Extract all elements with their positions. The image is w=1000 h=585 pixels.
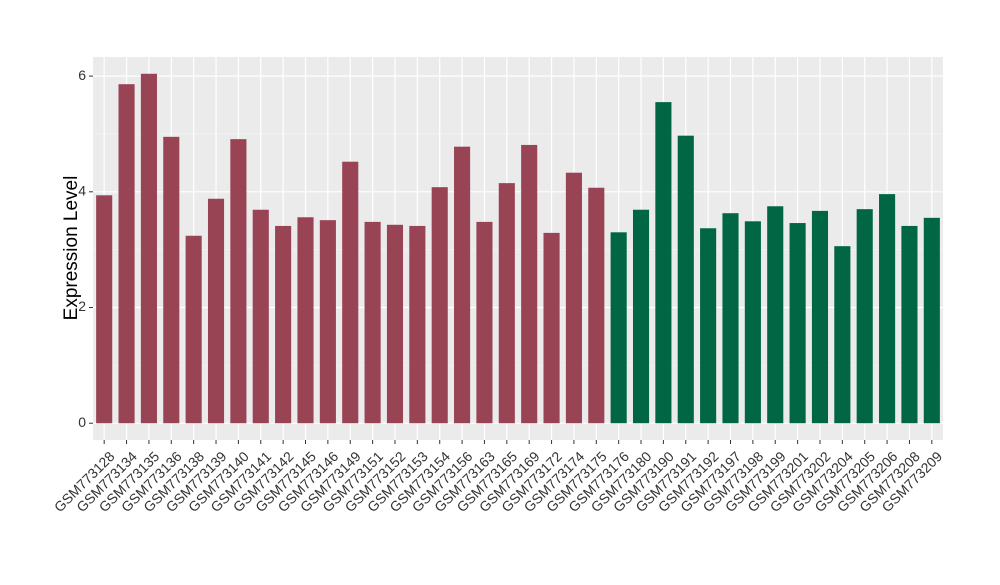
bar — [409, 225, 426, 424]
bar — [923, 217, 940, 424]
bar — [521, 144, 538, 424]
bar — [252, 209, 269, 424]
bar — [901, 225, 918, 424]
bar — [297, 217, 314, 424]
bar — [96, 195, 113, 424]
bar — [789, 223, 806, 424]
bar — [319, 220, 336, 424]
bar — [118, 84, 135, 424]
bar — [632, 209, 650, 424]
bar — [655, 102, 672, 424]
bar — [431, 187, 448, 424]
bar — [700, 228, 717, 424]
bar — [386, 224, 404, 424]
y-tick-label: 0 — [78, 414, 86, 430]
bar — [856, 209, 873, 424]
y-axis-label: Expression Level — [61, 176, 82, 321]
bar — [364, 221, 381, 424]
bar — [230, 139, 247, 424]
bar — [275, 225, 292, 424]
bar — [565, 172, 582, 424]
bar — [767, 206, 784, 424]
bar — [834, 246, 851, 424]
bar — [677, 135, 694, 424]
bar — [185, 235, 202, 424]
y-tick-label: 6 — [78, 67, 86, 83]
bar — [811, 210, 829, 424]
bar — [722, 213, 739, 424]
y-tick-label: 4 — [78, 183, 86, 199]
bar — [879, 194, 896, 424]
bar — [163, 136, 180, 424]
bar — [454, 146, 471, 424]
y-tick-label: 2 — [78, 298, 86, 314]
bar — [744, 221, 761, 424]
bar — [498, 183, 515, 424]
bar — [476, 221, 493, 424]
bar — [543, 232, 560, 424]
bar — [342, 161, 359, 424]
bar — [610, 232, 627, 424]
bar — [207, 198, 225, 424]
bar — [588, 187, 605, 424]
bar — [140, 73, 157, 424]
